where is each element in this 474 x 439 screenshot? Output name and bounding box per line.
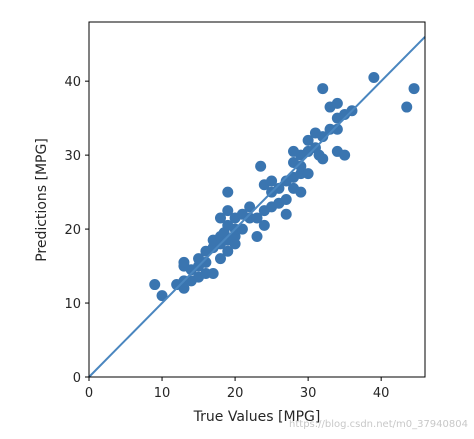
data-point bbox=[258, 219, 270, 231]
data-point bbox=[280, 208, 292, 220]
x-axis-ticks: 0 10 20 30 40 bbox=[85, 377, 390, 401]
x-axis-label: True Values [MPG] bbox=[193, 409, 321, 425]
data-point bbox=[251, 212, 263, 224]
data-point bbox=[408, 83, 420, 95]
x-tick-label: 40 bbox=[373, 386, 390, 401]
x-tick-label: 0 bbox=[85, 386, 93, 401]
y-tick-label: 20 bbox=[64, 223, 81, 238]
data-point bbox=[273, 182, 285, 194]
data-point bbox=[368, 71, 380, 83]
data-point bbox=[200, 256, 212, 268]
data-point bbox=[222, 186, 234, 198]
plot-frame bbox=[88, 21, 426, 378]
data-point bbox=[317, 131, 329, 143]
watermark-text: https://blog.csdn.net/m0_37940804 bbox=[289, 419, 468, 430]
data-point bbox=[302, 168, 314, 180]
data-point bbox=[339, 149, 351, 161]
data-point bbox=[317, 153, 329, 165]
y-tick-label: 10 bbox=[64, 297, 81, 312]
x-tick-label: 10 bbox=[154, 386, 171, 401]
data-point bbox=[266, 175, 278, 187]
data-point bbox=[255, 160, 267, 172]
data-point bbox=[302, 134, 314, 146]
data-point bbox=[178, 256, 190, 268]
data-point bbox=[214, 212, 226, 224]
data-point bbox=[207, 267, 219, 279]
data-point bbox=[214, 253, 226, 265]
data-point bbox=[156, 290, 168, 302]
data-point bbox=[331, 123, 343, 135]
data-point bbox=[401, 101, 413, 113]
y-axis-ticks: 0 10 20 30 40 bbox=[64, 75, 89, 386]
data-point bbox=[331, 97, 343, 109]
data-point bbox=[280, 194, 292, 205]
data-point bbox=[295, 160, 307, 172]
data-point bbox=[251, 230, 263, 242]
data-point bbox=[244, 201, 256, 213]
data-point bbox=[295, 186, 307, 198]
y-axis-label: Predictions [MPG] bbox=[34, 138, 50, 262]
data-point bbox=[222, 245, 234, 257]
data-point bbox=[236, 223, 248, 235]
x-tick-label: 30 bbox=[300, 386, 317, 401]
data-point bbox=[222, 205, 234, 217]
y-tick-label: 0 bbox=[73, 371, 81, 386]
reference-line bbox=[88, 36, 426, 378]
x-tick-label: 20 bbox=[227, 386, 244, 401]
data-points bbox=[149, 71, 420, 302]
y-tick-label: 40 bbox=[64, 75, 81, 90]
data-point bbox=[317, 83, 329, 95]
data-point bbox=[149, 279, 161, 291]
y-tick-label: 30 bbox=[64, 149, 81, 164]
